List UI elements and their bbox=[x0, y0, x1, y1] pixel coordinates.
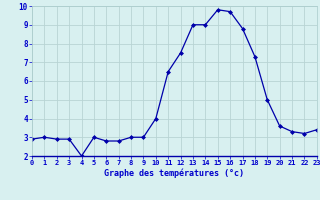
X-axis label: Graphe des températures (°c): Graphe des températures (°c) bbox=[104, 169, 244, 178]
